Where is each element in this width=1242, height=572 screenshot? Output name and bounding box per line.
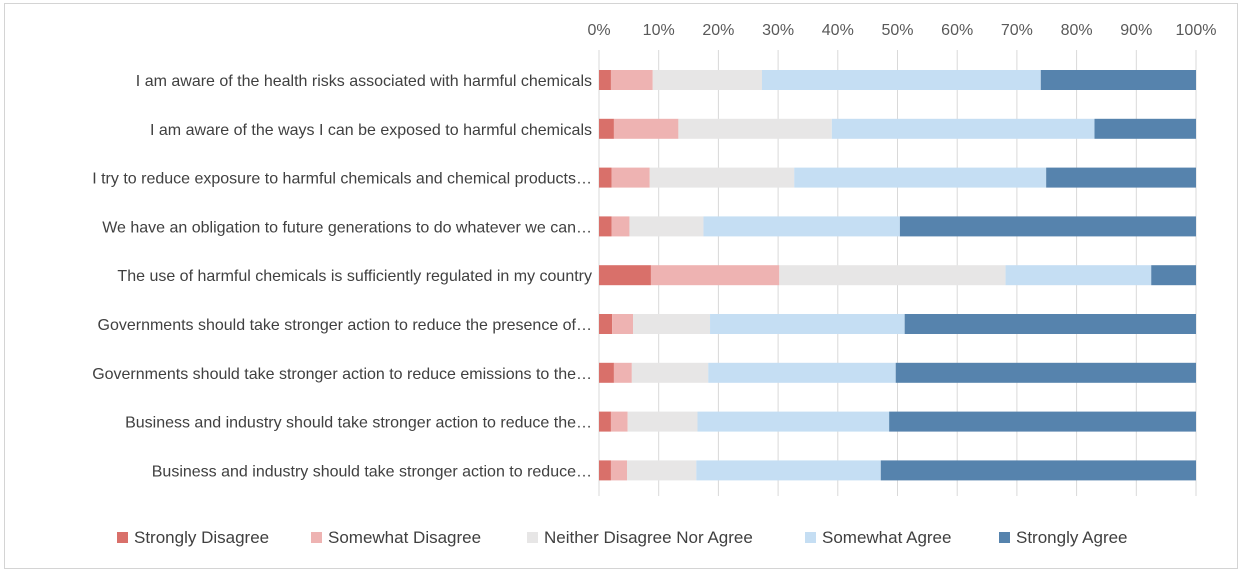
x-axis-tick-labels: 0% 10% 20% 30% 40% 50% 60% 70% 80% 90% 100% [587,22,1216,39]
legend-label: Neither Disagree Nor Agree [544,528,753,547]
bar-segment [599,265,651,286]
category-label: Business and industry should take strong… [152,463,592,480]
legend-swatch [117,532,128,543]
x-tick-label: 50% [881,22,913,39]
bar-segment [613,362,632,383]
bar-segment [904,314,1196,334]
bar-segment [599,118,614,139]
x-tick-label: 20% [702,22,734,39]
bar-segment [611,216,630,237]
bar-segment [599,70,611,90]
legend: Strongly Disagree Somewhat Disagree Neithe… [117,528,1128,547]
bar-segment [899,216,1196,237]
legend-swatch [999,532,1010,543]
bar-segment [710,314,905,334]
x-tick-label: 70% [1001,22,1033,39]
bar-segment [613,118,679,139]
bar-segment [610,460,628,481]
bar-segment [708,362,896,383]
bar-segment [889,411,1196,432]
category-label: I am aware of the health risks associate… [136,73,592,90]
category-label: Governments should take stronger action … [92,366,592,383]
bar-segment [652,70,762,90]
legend-label: Somewhat Disagree [328,528,481,547]
bar-segment [678,118,832,139]
bar-segment [610,411,628,432]
bar-segment [1040,70,1196,90]
bar-segment [895,362,1196,383]
bar-segment [650,265,780,286]
category-label: Business and industry should take strong… [125,415,592,432]
bar-segment [629,216,704,237]
legend-swatch [527,532,538,543]
x-tick-label: 10% [643,22,675,39]
bar-segment [697,411,890,432]
legend-label: Somewhat Agree [822,528,951,547]
x-tick-label: 100% [1176,22,1217,39]
category-label: I am aware of the ways I can be exposed … [150,122,592,139]
x-tick-label: 0% [587,22,610,39]
bar-segment [627,460,697,481]
category-label: Governments should take stronger action … [98,317,593,334]
category-label: I try to reduce exposure to harmful chem… [92,171,592,188]
bars [599,70,1196,481]
bar-segment [703,216,900,237]
category-labels: I am aware of the health risks associate… [92,73,592,480]
bar-segment [649,167,795,188]
bar-segment [599,411,611,432]
x-tick-label: 40% [822,22,854,39]
x-tick-label: 90% [1120,22,1152,39]
bar-segment [599,362,614,383]
legend-label: Strongly Agree [1016,528,1128,547]
bar-segment [880,460,1196,481]
bar-segment [612,314,634,334]
bar-segment [831,118,1095,139]
bar-segment [631,362,709,383]
bar-segment [761,70,1041,90]
legend-swatch [805,532,816,543]
bar-segment [599,216,612,237]
bar-segment [599,460,611,481]
x-tick-label: 60% [941,22,973,39]
x-tick-label: 30% [762,22,794,39]
bar-segment [1151,265,1196,286]
bar-segment [794,167,1047,188]
x-tick-label: 80% [1061,22,1093,39]
bar-segment [611,167,650,188]
bar-segment [627,411,698,432]
bar-segment [696,460,881,481]
bar-segment [610,70,653,90]
bar-segment [779,265,1006,286]
bar-segment [1046,167,1196,188]
legend-swatch [311,532,322,543]
category-label: We have an obligation to future generati… [102,219,592,236]
bar-segment [1094,118,1196,139]
bar-segment [599,314,613,334]
category-label: The use of harmful chemicals is sufficie… [117,268,592,285]
bar-segment [1005,265,1152,286]
bar-segment [599,167,612,188]
legend-label: Strongly Disagree [134,528,269,547]
bar-segment [633,314,711,334]
